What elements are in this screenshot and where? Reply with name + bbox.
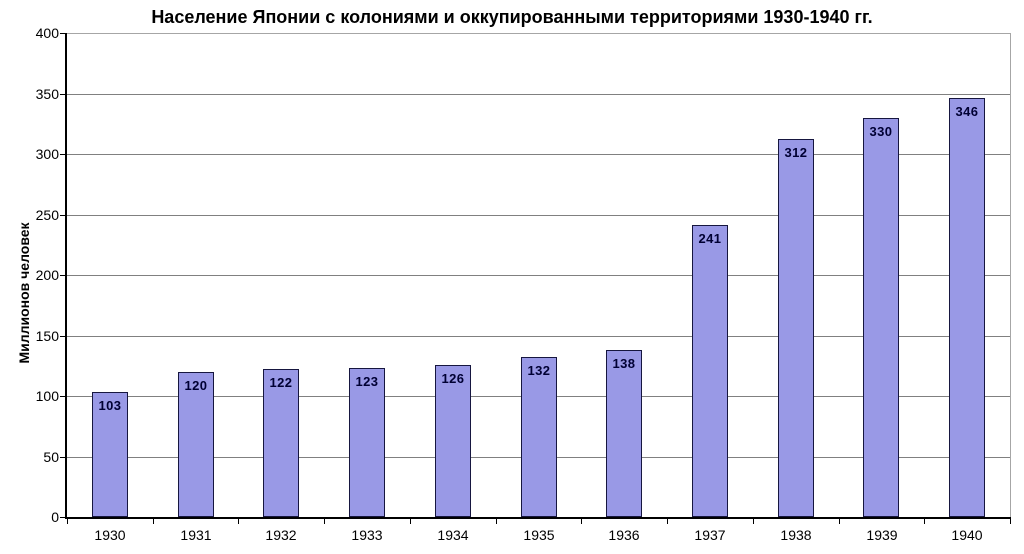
plot-border-top	[67, 33, 1011, 34]
x-tick-label: 1930	[94, 527, 126, 543]
x-tick-mark	[410, 517, 411, 524]
x-tick-mark	[753, 517, 754, 524]
plot-border-right	[1010, 33, 1011, 517]
x-tick-label: 1937	[694, 527, 726, 543]
x-tick-label: 1932	[265, 527, 297, 543]
x-tick-mark	[67, 517, 68, 524]
y-tick-label: 300	[35, 146, 59, 162]
x-tick-mark	[581, 517, 582, 524]
bar: 122	[263, 369, 299, 517]
gridline	[67, 214, 1010, 216]
bar: 346	[949, 98, 985, 517]
plot-area: 103 120 122 123 126 132 138 241 312 330 346	[67, 33, 1010, 517]
y-tick-mark	[60, 33, 67, 34]
bar-value-label: 330	[869, 124, 893, 139]
x-tick-label: 1934	[437, 527, 469, 543]
y-tick-mark	[60, 215, 67, 216]
bar: 330	[863, 118, 899, 517]
x-tick-label: 1940	[951, 527, 983, 543]
bar: 241	[692, 225, 728, 517]
y-tick-label: 150	[35, 328, 59, 344]
bar: 138	[606, 350, 642, 517]
bar-value-label: 346	[955, 104, 979, 119]
gridline	[67, 154, 1010, 155]
y-tick-label: 350	[35, 86, 59, 102]
bar: 103	[92, 392, 128, 517]
gridline	[67, 93, 1010, 95]
y-tick-mark	[60, 336, 67, 337]
bar: 132	[521, 357, 557, 517]
bar-value-label: 241	[698, 231, 722, 246]
x-tick-mark	[153, 517, 154, 524]
y-tick-mark	[60, 457, 67, 458]
x-tick-mark	[324, 517, 325, 524]
x-tick-label: 1938	[780, 527, 812, 543]
bar-value-label: 123	[355, 374, 379, 389]
x-tick-label: 1939	[866, 527, 898, 543]
y-tick-label: 200	[35, 267, 59, 283]
x-tick-label: 1933	[351, 527, 383, 543]
bar: 123	[349, 368, 385, 517]
y-tick-label: 250	[35, 207, 59, 223]
bar: 120	[178, 372, 214, 517]
bar-value-label: 122	[269, 375, 293, 390]
y-tick-mark	[60, 517, 67, 518]
x-tick-mark	[924, 517, 925, 524]
x-tick-label: 1936	[608, 527, 640, 543]
y-tick-label: 50	[43, 449, 59, 465]
x-tick-mark	[667, 517, 668, 524]
y-tick-mark	[60, 94, 67, 95]
bar: 126	[435, 365, 471, 517]
y-tick-mark	[60, 154, 67, 155]
x-tick-label: 1931	[180, 527, 212, 543]
y-tick-label: 100	[35, 388, 59, 404]
bar-value-label: 312	[784, 145, 808, 160]
y-tick-mark	[60, 275, 67, 276]
gridline	[67, 275, 1010, 276]
y-tick-mark	[60, 396, 67, 397]
x-tick-mark	[839, 517, 840, 524]
bar-value-label: 126	[441, 371, 465, 386]
bar-value-label: 103	[98, 398, 122, 413]
y-axis-line	[65, 33, 67, 519]
bar: 312	[778, 139, 814, 517]
x-tick-mark	[1010, 517, 1011, 524]
gridline	[67, 335, 1010, 337]
x-tick-mark	[496, 517, 497, 524]
bar-value-label: 138	[612, 356, 636, 371]
chart-title: Население Японии с колониями и оккупиров…	[151, 7, 873, 27]
x-tick-label: 1935	[523, 527, 555, 543]
bar-value-label: 132	[527, 363, 551, 378]
x-axis-line	[65, 517, 1011, 519]
y-tick-label: 400	[35, 25, 59, 41]
y-tick-label: 0	[51, 509, 59, 525]
bar-value-label: 120	[184, 378, 208, 393]
x-tick-mark	[238, 517, 239, 524]
